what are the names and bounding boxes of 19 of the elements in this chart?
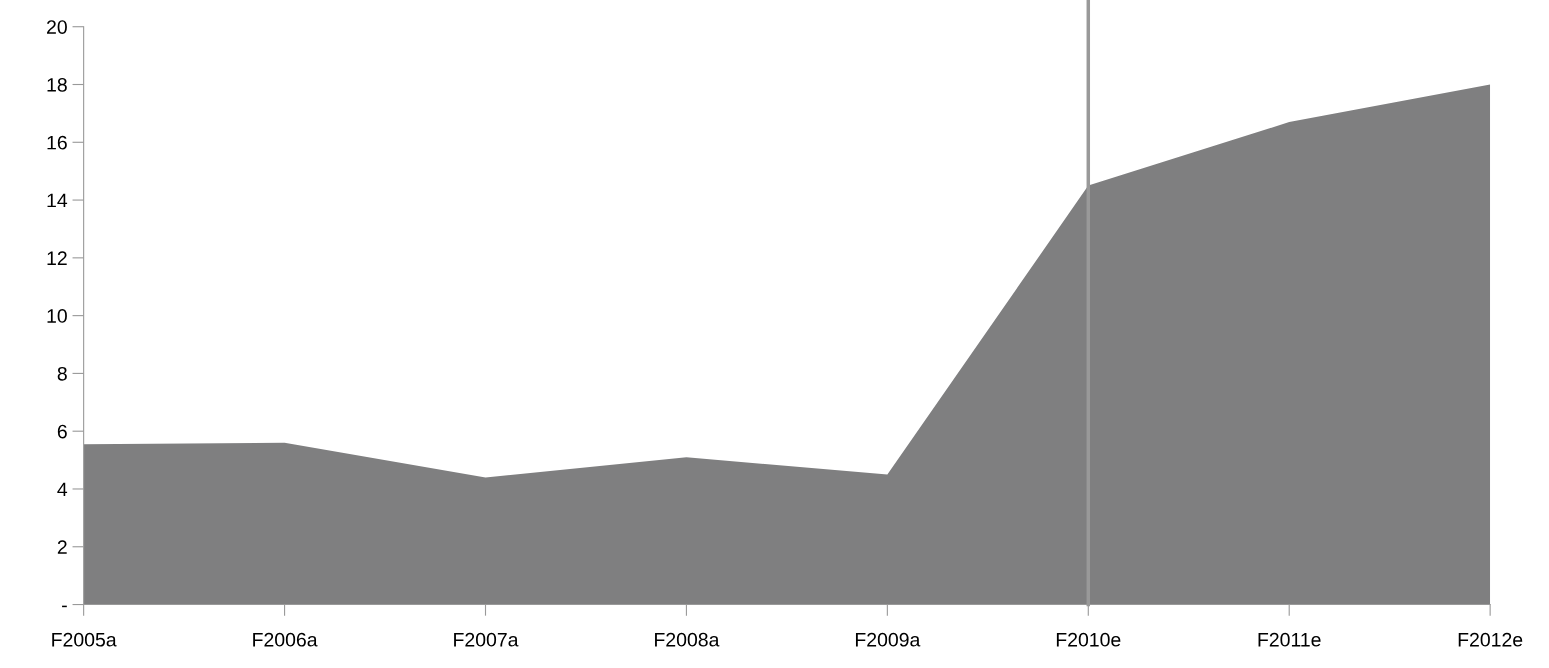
y-tick-label: 10	[47, 309, 67, 323]
x-tick-label: F2011e	[1258, 632, 1321, 647]
y-tick-label: 6	[57, 424, 67, 439]
y-tick-label: -	[62, 605, 67, 608]
y-tick-label: 18	[47, 77, 67, 92]
x-tick-label: F2006a	[253, 632, 318, 647]
x-tick-label: F2005a	[52, 632, 117, 647]
y-tick-label: 12	[47, 251, 67, 265]
y-tick-label: 14	[47, 193, 68, 208]
x-tick-label: F2009a	[855, 632, 921, 647]
x-tick-label: F2007a	[454, 632, 519, 647]
y-tick-label: 16	[47, 135, 67, 150]
x-tick-label: F2008a	[655, 632, 720, 647]
y-tick-label: 8	[57, 366, 67, 381]
y-tick-label: 20	[47, 20, 67, 34]
x-tick-label: F2010e	[1056, 632, 1121, 647]
y-tick-label: 4	[57, 482, 68, 497]
y-tick-label: 2	[57, 540, 67, 554]
x-tick-label: F2012e	[1458, 632, 1523, 647]
